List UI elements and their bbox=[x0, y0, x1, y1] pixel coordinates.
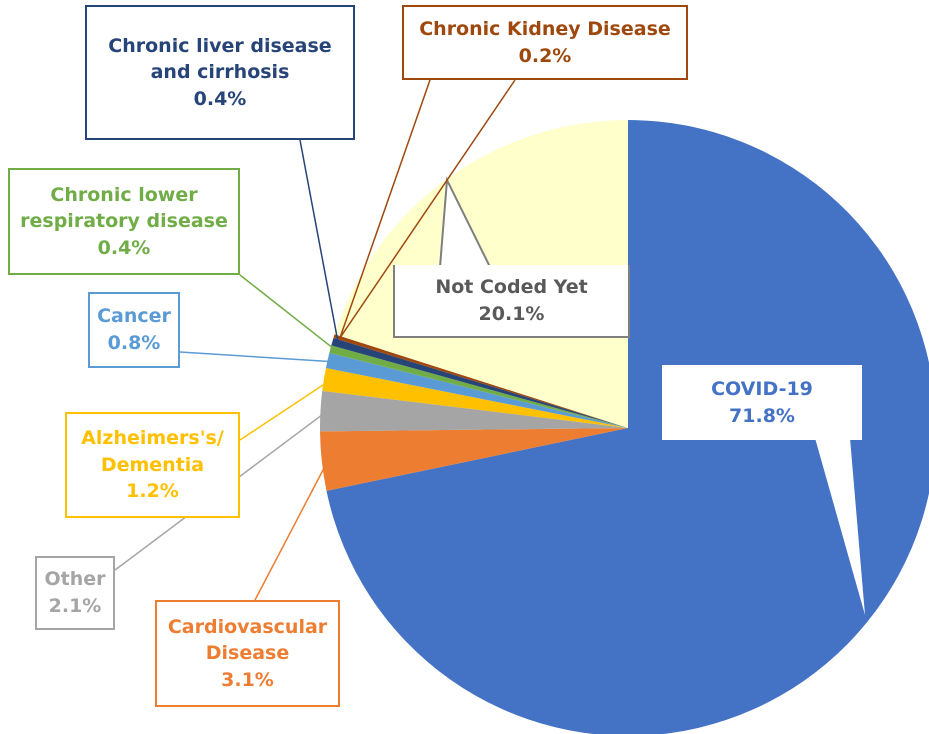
label-name: Chronic lower respiratory disease bbox=[20, 183, 228, 233]
pie-slice bbox=[326, 120, 929, 734]
leader-line bbox=[179, 351, 334, 363]
pie-slice bbox=[322, 367, 628, 428]
label-name: Chronic Kidney Disease bbox=[419, 17, 671, 40]
pie-slice bbox=[325, 352, 628, 428]
pie-slice bbox=[329, 345, 628, 428]
leader-line bbox=[254, 460, 329, 601]
data-label: Chronic lower respiratory disease 0.4% bbox=[8, 168, 240, 275]
label-name: Other bbox=[44, 568, 106, 591]
label-name: Not Coded Yet bbox=[435, 275, 588, 298]
data-label: Alzheimers's/ Dementia 1.2% bbox=[65, 412, 240, 518]
data-label: Not Coded Yet 20.1% bbox=[393, 265, 630, 338]
leader-line bbox=[299, 139, 339, 344]
leader-line bbox=[239, 379, 331, 441]
label-name: COVID-19 bbox=[711, 377, 813, 400]
label-value: 20.1% bbox=[478, 302, 545, 325]
data-label: COVID-19 71.8% bbox=[662, 365, 862, 440]
leader-line bbox=[339, 79, 516, 339]
label-name: Cancer bbox=[97, 305, 171, 328]
pie-slice bbox=[331, 337, 628, 428]
label-name: Cardiovascular Disease bbox=[167, 615, 328, 665]
label-name: Chronic liver disease and cirrhosis bbox=[108, 34, 332, 84]
pie-slice bbox=[320, 390, 628, 432]
pie-slice bbox=[333, 334, 628, 428]
label-value: 1.2% bbox=[126, 480, 179, 503]
leader-line bbox=[339, 79, 431, 339]
data-label: Other 2.1% bbox=[35, 556, 115, 630]
data-label: Chronic Kidney Disease 0.2% bbox=[402, 5, 688, 80]
callout-pointer bbox=[815, 438, 865, 615]
label-value: 71.8% bbox=[729, 404, 795, 427]
label-value: 0.4% bbox=[97, 236, 151, 259]
data-label: Cardiovascular Disease 3.1% bbox=[155, 600, 340, 707]
label-name: Alzheimers's/ Dementia bbox=[81, 427, 224, 476]
label-value: 0.2% bbox=[518, 44, 572, 67]
label-value: 0.4% bbox=[193, 87, 247, 110]
pie-slice bbox=[320, 428, 628, 491]
label-value: 3.1% bbox=[221, 668, 274, 691]
data-label: Chronic liver disease and cirrhosis 0.4% bbox=[85, 5, 355, 140]
data-label: Cancer 0.8% bbox=[88, 292, 180, 368]
leader-line bbox=[239, 274, 337, 352]
label-value: 2.1% bbox=[48, 595, 102, 617]
label-value: 0.8% bbox=[107, 332, 161, 354]
